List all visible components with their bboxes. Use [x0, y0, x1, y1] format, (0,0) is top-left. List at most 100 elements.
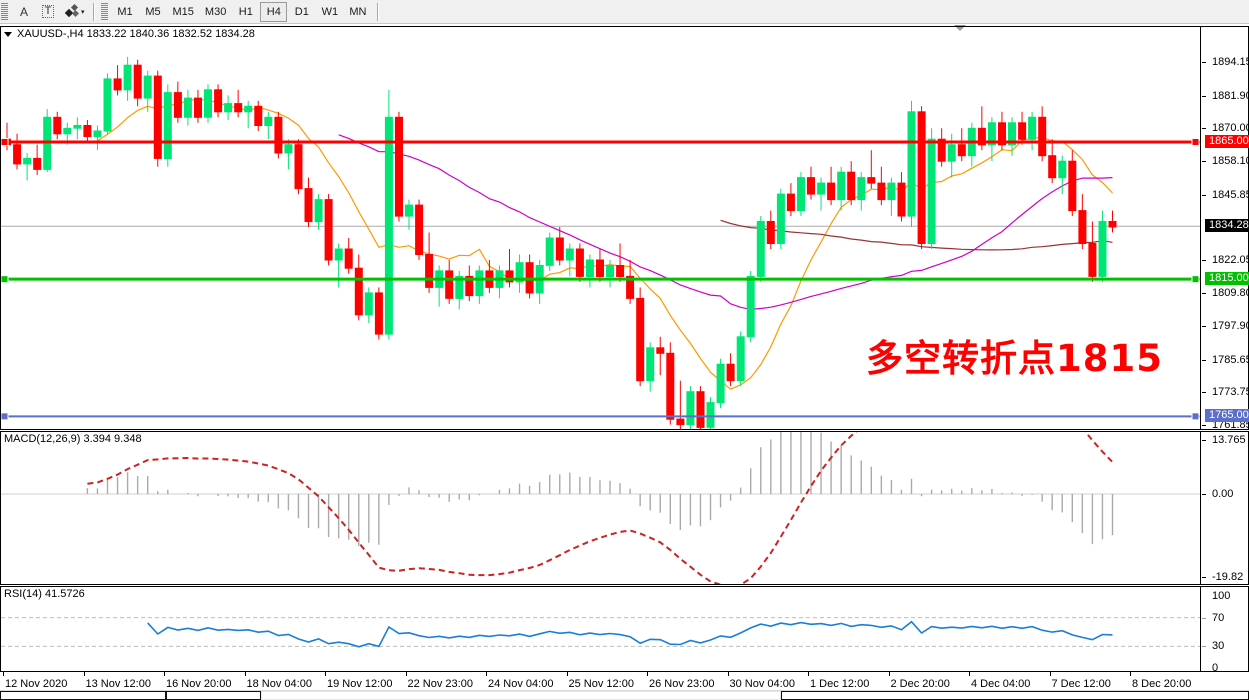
- time-tick-label: 18 Nov 04:00: [246, 678, 312, 690]
- price-tick-mark: [1202, 194, 1206, 196]
- chevron-down-icon[interactable]: ▾: [81, 8, 85, 16]
- toolbar-divider-2: [377, 2, 380, 21]
- timeframe-label: M15: [172, 5, 194, 18]
- timeframe-label: M1: [117, 5, 133, 18]
- time-tick-mark: [808, 672, 809, 676]
- rsi-tick-label: 30: [1212, 640, 1225, 653]
- timeframe-label: MN: [349, 5, 367, 18]
- price-tick-label: 1773.75: [1212, 386, 1249, 399]
- time-tick-mark: [3, 672, 4, 676]
- toolbar-divider: [92, 2, 95, 21]
- macd-tick-mark: [1202, 494, 1206, 495]
- label-tool-label: T: [41, 5, 55, 18]
- price-tick-label: 1858.10: [1212, 154, 1249, 167]
- time-tick-mark: [486, 672, 487, 676]
- price-tag-support[interactable]: 1815.00: [1205, 272, 1249, 286]
- price-tick-mark: [1202, 359, 1206, 361]
- toolbar-drag-handle[interactable]: [1, 2, 8, 21]
- rsi-tick-mark: [1202, 617, 1206, 619]
- status-segment-2[interactable]: [166, 691, 261, 700]
- time-tick-label: 22 Nov 23:00: [407, 678, 473, 690]
- time-tick-mark: [727, 672, 729, 676]
- time-tick-mark: [244, 672, 246, 676]
- price-tick-label: 1809.80: [1212, 287, 1249, 300]
- time-tick-mark: [83, 672, 85, 676]
- macd-tick-label: 13.765: [1212, 434, 1246, 446]
- price-tick-label: 1845.85: [1212, 188, 1249, 201]
- rsi-tick-label: 70: [1212, 611, 1225, 624]
- time-tick-label: 24 Nov 04:00: [488, 678, 554, 690]
- time-tick-mark: [325, 672, 326, 676]
- timeframe-m15[interactable]: M15: [168, 2, 199, 22]
- label-tool-button[interactable]: T: [36, 1, 60, 23]
- timeframe-label: D1: [294, 5, 309, 18]
- time-tick-label: 30 Nov 04:00: [729, 678, 795, 690]
- symbol-header: XAUUSD-,H4 1833.22 1840.36 1832.52 1834.…: [4, 28, 255, 40]
- timeframe-group-handle[interactable]: [100, 2, 108, 21]
- price-tick-label: 1797.90: [1212, 320, 1249, 333]
- time-tick-label: 13 Nov 12:00: [85, 678, 151, 690]
- macd-chart-canvas[interactable]: [1, 432, 1200, 584]
- price-tag-resistance[interactable]: 1865.00: [1205, 134, 1249, 148]
- rsi-tick-label: 100: [1212, 590, 1231, 602]
- chart-annotation-text[interactable]: 多空转折点1815: [866, 337, 1163, 380]
- rsi-header: RSI(14) 41.5726: [4, 588, 85, 600]
- time-tick-label: 12 Nov 2020: [5, 678, 68, 690]
- price-tick-mark: [1202, 425, 1206, 426]
- timeframe-label: H4: [266, 5, 281, 18]
- timeframe-m30[interactable]: M30: [200, 2, 231, 22]
- time-tick-mark: [164, 672, 165, 676]
- symbol-dropdown-icon[interactable]: [4, 31, 12, 37]
- time-tick-label: 1 Dec 12:00: [810, 678, 870, 690]
- price-chart-canvas[interactable]: [1, 27, 1200, 429]
- timeframe-w1[interactable]: W1: [316, 2, 343, 22]
- price-tick-label: 1822.05: [1212, 253, 1249, 266]
- time-tick-label: 7 Dec 12:00: [1051, 678, 1111, 690]
- price-tag-last-price[interactable]: 1834.28: [1205, 219, 1249, 233]
- time-tick-label: 2 Dec 20:00: [890, 678, 950, 690]
- price-tick-mark: [1202, 259, 1206, 261]
- status-segment-3: [261, 691, 781, 700]
- shapes-glyph: [64, 3, 80, 18]
- timeframe-h4[interactable]: H4: [260, 1, 288, 22]
- panel-collapse-marker-icon[interactable]: [954, 25, 966, 31]
- time-tick-label: 26 Nov 23:00: [649, 678, 715, 690]
- time-tick-label: 25 Nov 12:00: [568, 678, 634, 690]
- timeframe-label: H1: [238, 5, 253, 18]
- timeframe-h1[interactable]: H1: [232, 2, 259, 22]
- timeframe-d1[interactable]: D1: [288, 2, 315, 22]
- macd-tick-mark: [1202, 440, 1206, 441]
- time-tick-label: 4 Dec 04:00: [971, 678, 1031, 690]
- price-tick-mark: [1202, 62, 1206, 63]
- timeframe-m5[interactable]: M5: [140, 2, 167, 22]
- status-segment-1[interactable]: [0, 691, 166, 700]
- time-tick-mark: [1130, 672, 1131, 676]
- timeframe-label: W1: [321, 5, 339, 18]
- price-tick-label: 1785.65: [1212, 353, 1249, 366]
- price-tick-mark: [1202, 326, 1206, 328]
- time-tick-mark: [888, 672, 890, 676]
- macd-header: MACD(12,26,9) 3.394 9.348: [4, 433, 142, 445]
- rsi-tick-label: 0: [1212, 662, 1219, 674]
- status-segment-4[interactable]: [781, 691, 1249, 700]
- text-tool-button[interactable]: A: [12, 1, 36, 23]
- macd-axis-divider: [1200, 432, 1201, 584]
- rsi-axis-divider: [1200, 587, 1201, 671]
- rsi-chart-canvas[interactable]: [1, 587, 1200, 671]
- timeframe-m1[interactable]: M1: [112, 2, 139, 22]
- price-tick-mark: [1202, 95, 1206, 97]
- time-tick-mark: [566, 672, 568, 676]
- chart-toolbar: A T ▾ M1 M5 M15 M30 H1 H4 D1 W1 MN: [0, 0, 1249, 24]
- rsi-tick-mark: [1202, 646, 1206, 648]
- price-axis-divider: [1200, 27, 1201, 429]
- price-tick-label: 1881.90: [1212, 89, 1249, 102]
- timeframe-mn[interactable]: MN: [344, 2, 371, 22]
- time-tick-mark: [647, 672, 648, 676]
- price-tag-lower-band[interactable]: 1765.00: [1205, 409, 1249, 423]
- price-tick-label: 1870.00: [1212, 122, 1249, 135]
- time-tick-label: 8 Dec 20:00: [1132, 678, 1192, 690]
- time-tick-label: 19 Nov 12:00: [327, 678, 393, 690]
- time-tick-label: 16 Nov 20:00: [166, 678, 232, 690]
- symbol-ohlc-text: XAUUSD-,H4 1833.22 1840.36 1832.52 1834.…: [17, 28, 255, 40]
